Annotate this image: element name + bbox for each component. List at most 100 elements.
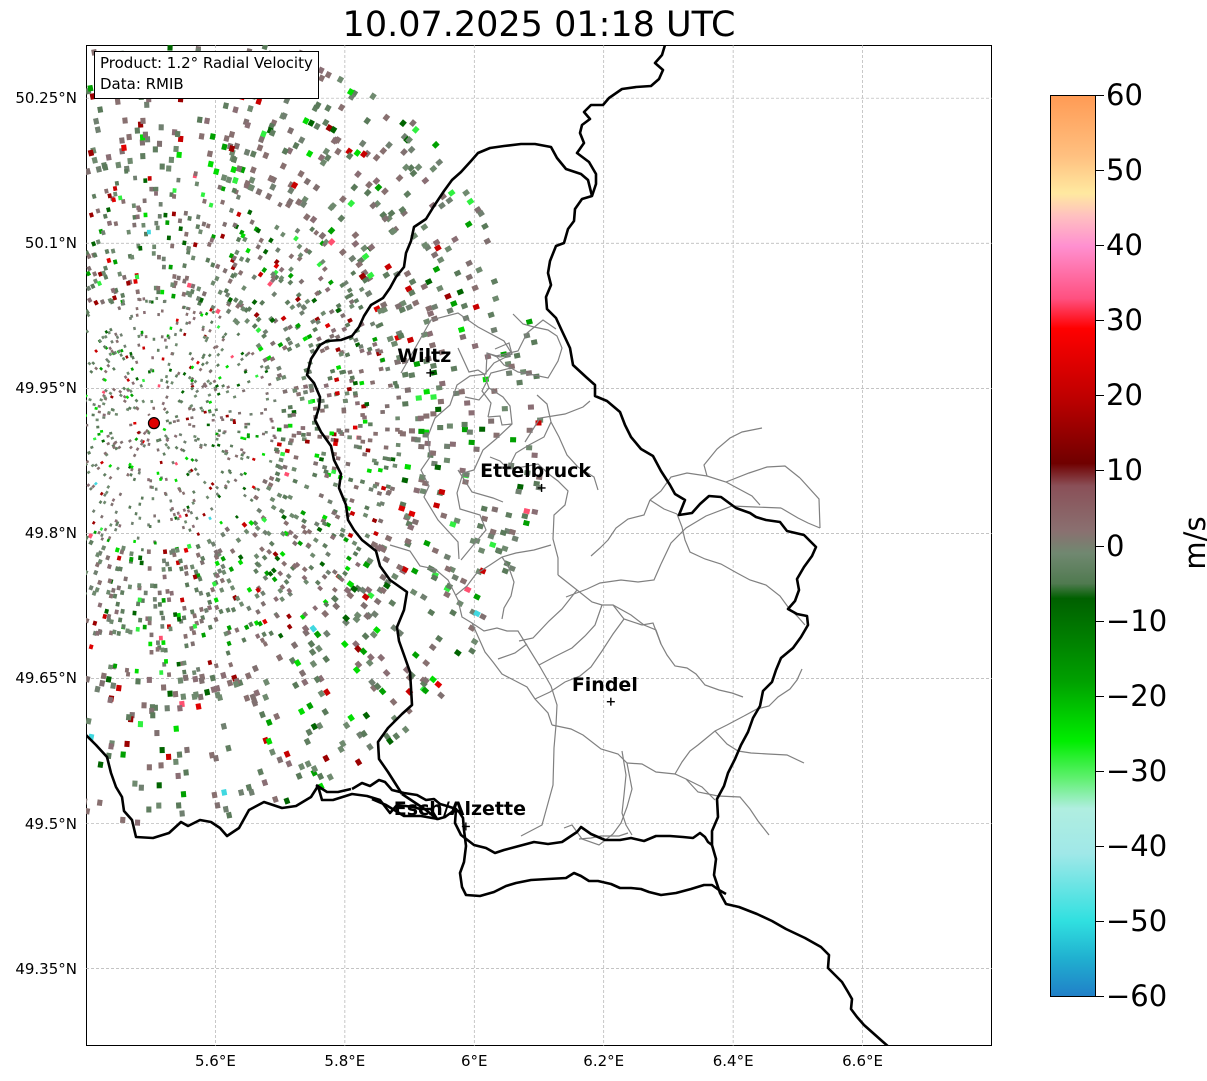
echo-pixel [329, 333, 335, 339]
echo-pixel [301, 678, 309, 687]
echo-pixel [258, 237, 264, 244]
echo-pixel [411, 651, 420, 659]
echo-pixel [157, 254, 161, 260]
colorbar-tick-label: −50 [1106, 903, 1168, 938]
echo-pixel [348, 477, 354, 483]
echo-pixel [150, 583, 154, 588]
echo-pixel [157, 384, 161, 388]
echo-pixel [205, 495, 210, 500]
echo-pixel [227, 278, 233, 284]
echo-pixel [126, 133, 132, 141]
echo-pixel [369, 684, 378, 692]
echo-pixel [395, 427, 400, 432]
echo-pixel [154, 191, 158, 196]
map-canvas[interactable] [86, 45, 992, 1046]
echo-pixel [192, 623, 198, 629]
echo-pixel [138, 502, 142, 506]
echo-pixel [286, 346, 293, 353]
echo-pixel [155, 640, 160, 646]
echo-pixel [140, 496, 144, 500]
radar-site[interactable] [147, 417, 161, 430]
echo-pixel [358, 424, 363, 428]
echo-pixel [321, 451, 327, 456]
echo-pixel [213, 168, 220, 176]
echo-pixel [165, 436, 170, 441]
echo-pixel [125, 671, 131, 677]
echo-pixel [223, 484, 228, 488]
echo-pixel [418, 428, 425, 435]
echo-pixel [280, 315, 287, 322]
echo-pixel [313, 630, 322, 639]
echo-pixel [232, 317, 239, 324]
echo-pixel [353, 297, 360, 304]
echo-pixel [310, 764, 319, 773]
echo-pixel [219, 520, 224, 525]
echo-pixel [274, 477, 281, 483]
echo-pixel [168, 368, 173, 373]
echo-pixel [264, 364, 271, 371]
echo-pixel [325, 569, 332, 576]
echo-pixel [175, 321, 179, 325]
echo-pixel [347, 292, 354, 299]
echo-pixel [510, 437, 517, 443]
echo-pixel [190, 386, 195, 391]
echo-pixel [364, 533, 371, 539]
echo-pixel [228, 207, 235, 214]
echo-pixel [287, 126, 295, 135]
echo-pixel [361, 252, 370, 261]
echo-pixel [277, 632, 284, 639]
echo-pixel [96, 425, 100, 429]
echo-pixel [145, 299, 148, 303]
echo-pixel [151, 251, 156, 256]
echo-pixel [287, 340, 294, 346]
echo-pixel [257, 271, 264, 278]
echo-pixel [273, 274, 280, 281]
echo-pixel [352, 391, 358, 396]
echo-pixel [174, 461, 179, 466]
echo-pixel [184, 643, 189, 649]
echo-pixel [174, 478, 178, 483]
echo-pixel [440, 512, 448, 520]
echo-pixel [350, 585, 359, 593]
echo-pixel [86, 309, 90, 315]
echo-pixel [323, 404, 329, 409]
echo-pixel [324, 70, 332, 79]
echo-pixel [230, 418, 234, 422]
echo-pixel [111, 498, 116, 502]
echo-pixel [337, 214, 346, 223]
echo-pixel [138, 245, 143, 251]
echo-pixel [360, 439, 366, 444]
echo-pixel [311, 472, 318, 478]
echo-pixel [354, 660, 363, 669]
echo-pixel [338, 248, 347, 257]
echo-pixel [97, 410, 102, 414]
echo-pixel [354, 170, 362, 179]
echo-pixel [404, 463, 412, 470]
echo-pixel [473, 446, 480, 453]
echo-pixel [259, 364, 264, 369]
echo-pixel [289, 565, 296, 571]
echo-pixel [160, 289, 165, 295]
echo-pixel [126, 472, 130, 477]
echo-pixel [197, 576, 203, 582]
echo-pixel [346, 386, 352, 392]
lat-tick-label: 49.8°N [24, 524, 77, 543]
echo-pixel [254, 633, 261, 640]
echo-pixel [104, 490, 109, 495]
echo-pixel [301, 566, 308, 573]
echo-pixel [108, 630, 114, 636]
echo-pixel [267, 280, 273, 287]
echo-pixel [170, 548, 176, 554]
echo-pixel [101, 270, 107, 276]
echo-pixel [94, 126, 101, 134]
echo-pixel [232, 680, 240, 688]
echo-pixel [225, 607, 231, 613]
echo-pixel [123, 344, 127, 349]
echo-pixel [174, 374, 179, 378]
echo-pixel [327, 226, 336, 235]
echo-pixel [237, 554, 244, 561]
echo-pixel [270, 439, 274, 443]
echo-pixel [160, 378, 164, 382]
echo-pixel [93, 530, 97, 535]
radar-site-marker[interactable] [147, 417, 161, 430]
